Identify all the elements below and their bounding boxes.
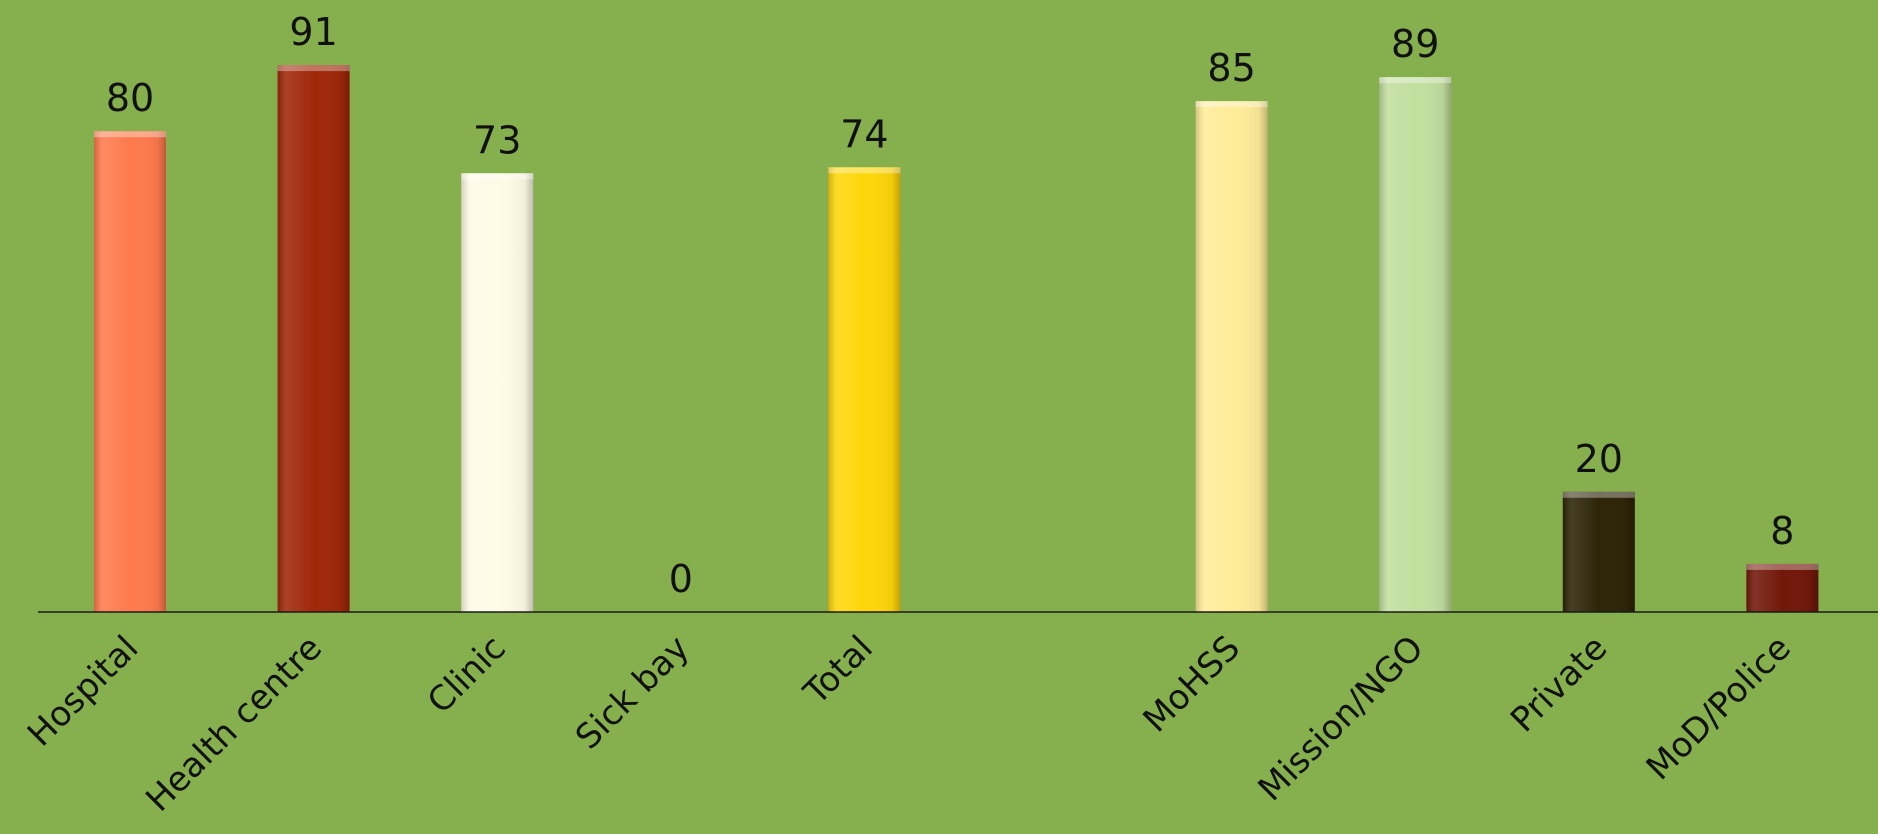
bar-top-highlight-private: [1562, 491, 1635, 498]
bar-top-highlight-mission-ngo: [1379, 77, 1452, 84]
bar-shading-mission-ngo: [1379, 77, 1452, 613]
value-label-total: 74: [840, 112, 888, 156]
tick-label-hospital: Hospital: [20, 628, 146, 754]
tick-label-mod-police: MoD/Police: [1639, 628, 1799, 788]
bar-shading-health-centre: [277, 65, 350, 613]
bar-top-highlight-clinic: [461, 173, 534, 180]
bar-shading-clinic: [461, 173, 534, 612]
bars-layer: [94, 65, 1819, 613]
tick-label-mission-ngo: Mission/NGO: [1251, 628, 1432, 809]
bar-shading-total: [828, 167, 901, 612]
tick-label-total: Total: [796, 628, 881, 713]
value-label-health-centre: 91: [289, 10, 337, 54]
value-label-private: 20: [1575, 437, 1623, 481]
value-label-hospital: 80: [106, 76, 154, 120]
tick-label-sick-bay: Sick bay: [568, 628, 697, 757]
bar-top-highlight-total: [828, 167, 901, 174]
value-label-mod-police: 8: [1770, 509, 1794, 553]
tick-label-clinic: Clinic: [420, 628, 514, 722]
tick-label-mohss: MoHSS: [1136, 628, 1248, 740]
value-label-clinic: 73: [473, 118, 521, 162]
bar-top-highlight-health-centre: [277, 65, 350, 72]
bar-top-highlight-mod-police: [1746, 563, 1819, 570]
value-label-sick-bay: 0: [669, 557, 693, 601]
tick-label-private: Private: [1503, 628, 1615, 740]
bar-shading-mod-police: [1746, 563, 1819, 612]
bar-shading-hospital: [94, 131, 166, 612]
bar-shading-mohss: [1195, 101, 1268, 613]
value-label-mohss: 85: [1207, 46, 1255, 90]
tick-label-health-centre: Health centre: [138, 628, 330, 820]
bar-top-highlight-hospital: [94, 131, 166, 138]
bar-shading-private: [1562, 491, 1635, 612]
bar-top-highlight-mohss: [1195, 101, 1268, 108]
value-label-mission-ngo: 89: [1391, 22, 1439, 66]
